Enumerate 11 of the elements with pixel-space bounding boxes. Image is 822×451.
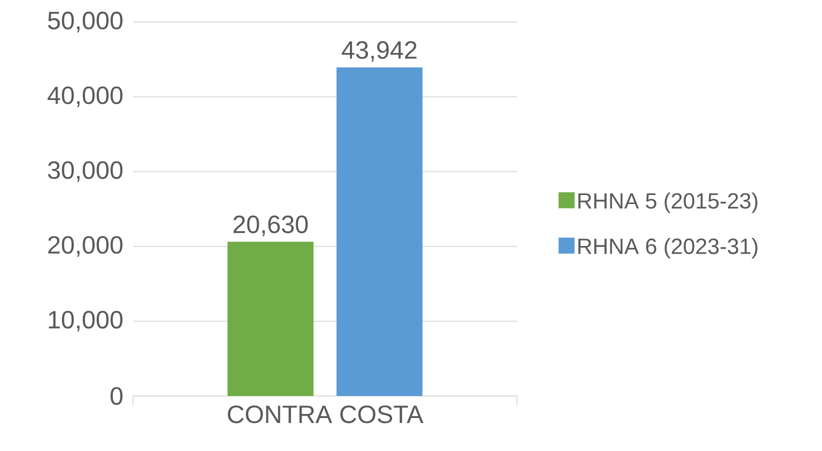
y-tick-label: 20,000	[48, 236, 122, 257]
y-tick-label: 10,000	[48, 310, 122, 332]
y-tick-label: 30,000	[48, 161, 122, 182]
y-tick-label: 0	[110, 387, 122, 405]
data-label: 20,630	[234, 216, 308, 236]
x-tick-label: CONTRA COSTA	[228, 406, 424, 424]
data-label: 43,942	[342, 41, 416, 62]
legend-label: RHNA 5 (2015-23)	[578, 192, 758, 214]
legend-label: RHNA 6 (2023-31)	[578, 238, 758, 258]
y-tick-label: 40,000	[48, 86, 122, 108]
y-tick-label: 50,000	[48, 12, 122, 32]
